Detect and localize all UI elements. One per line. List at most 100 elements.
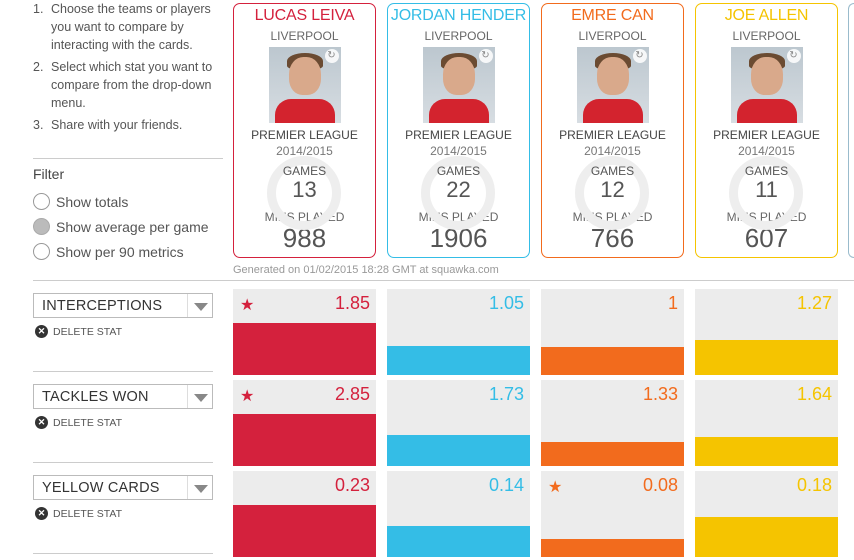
stat-cell: 0.18 [695,471,838,557]
games-label: GAMES [282,164,327,178]
league-name: PREMIER LEAGUE [251,128,358,142]
chevron-down-icon[interactable] [187,385,212,408]
player-card[interactable]: JOE ALLEN LIVERPOOL ↻ PREMIER LEAGUE 2014/20… [695,3,838,258]
swap-icon[interactable]: ↻ [478,49,493,63]
stat-cell: 1.85 ★ [233,289,376,375]
stat-cell: 2.85 ★ [233,380,376,466]
star-icon: ★ [548,479,563,496]
stat-value: 1.85 [334,293,370,313]
close-circle-icon: ✕ [35,325,48,338]
stat-cell: 1.73 [387,380,530,466]
league-name: PREMIER LEAGUE [559,128,666,142]
swap-icon[interactable]: ↻ [786,49,801,63]
filter-title: Filter [33,166,65,182]
games-block: GAMES 11 [696,156,837,230]
close-circle-icon: ✕ [35,416,48,429]
radio-button[interactable] [33,243,50,260]
games-value: 12 [600,177,625,202]
instruction-item: 2. Select which stat you want to compare … [33,58,228,112]
player-club: LIVERPOOL [270,29,339,43]
instruction-number: 2. [33,60,44,74]
games-ring [575,156,649,230]
delete-stat-button[interactable]: ✕ DELETE STAT [35,325,122,338]
star-icon: ★ [240,388,255,405]
stat-dropdown[interactable]: TACKLES WON [33,384,213,409]
games-label: GAMES [436,164,481,178]
games-block: GAMES 12 [542,156,683,230]
instructions: 1. Choose the teams or players you want t… [33,0,228,138]
delete-stat-label: DELETE STAT [53,325,123,338]
player-name[interactable]: JOE ALLEN [724,7,809,24]
instruction-number: 1. [33,2,44,16]
stat-dropdown[interactable]: INTERCEPTIONS [33,293,213,318]
games-value: 13 [292,177,317,202]
stat-bar [233,414,376,466]
stat-name: YELLOW CARDS [42,479,160,496]
player-card[interactable]: LUCAS LEIVA LIVERPOOL ↻ PREMIER LEAGUE 2014/… [233,3,376,258]
player-photo: ↻ [576,47,649,123]
stat-cell: 1 [541,289,684,375]
stat-value: 1.27 [796,293,832,313]
separator [33,553,213,554]
instruction-text: Select which stat you want to compare fr… [51,60,213,110]
swap-icon[interactable]: ↻ [324,49,339,63]
stat-cell: 0.14 [387,471,530,557]
stat-cell: 0.23 [233,471,376,557]
radio-button[interactable] [33,218,50,235]
generated-note: Generated on 01/02/2015 18:28 GMT at squ… [233,264,499,276]
filter-radio[interactable]: Show per 90 metrics [33,243,184,260]
stat-value: 1.05 [488,293,524,313]
games-label: GAMES [590,164,635,178]
separator [33,462,213,463]
stat-cell: 1.27 [695,289,838,375]
stat-value: 0.18 [796,475,832,495]
chevron-down-icon[interactable] [187,294,212,317]
radio-button[interactable] [33,193,50,210]
next-card-edge[interactable] [848,3,854,258]
player-photo: ↻ [730,47,803,123]
star-icon: ★ [240,297,255,314]
games-ring [421,156,495,230]
radio-label: Show per 90 metrics [56,243,184,260]
player-name[interactable]: JORDAN HENDER [390,7,527,24]
season: 2014/2015 [584,144,641,158]
filter-radio[interactable]: Show totals [33,193,128,210]
player-name[interactable]: EMRE CAN [571,7,654,24]
stat-value: 1.33 [642,384,678,404]
stat-value: 2.85 [334,384,370,404]
stat-name: TACKLES WON [42,388,149,405]
player-club: LIVERPOOL [578,29,647,43]
season: 2014/2015 [738,144,795,158]
stat-value: 1.64 [796,384,832,404]
stat-bar [695,340,838,375]
swap-icon[interactable]: ↻ [632,49,647,63]
instruction-number: 3. [33,118,44,132]
player-photo: ↻ [268,47,341,123]
stat-bar [387,346,530,375]
player-card[interactable]: EMRE CAN LIVERPOOL ↻ PREMIER LEAGUE 2014/201… [541,3,684,258]
games-block: GAMES 13 [234,156,375,230]
player-card[interactable]: JORDAN HENDER LIVERPOOL ↻ PREMIER LEAGUE 201… [387,3,530,258]
player-club: LIVERPOOL [424,29,493,43]
games-block: GAMES 22 [388,156,529,230]
stat-bar [695,517,838,557]
delete-stat-button[interactable]: ✕ DELETE STAT [35,507,122,520]
league-name: PREMIER LEAGUE [713,128,820,142]
delete-stat-button[interactable]: ✕ DELETE STAT [35,416,122,429]
stat-dropdown[interactable]: YELLOW CARDS [33,475,213,500]
stat-name: INTERCEPTIONS [42,297,163,314]
stat-bar [695,437,838,466]
stat-cell: 0.08 ★ [541,471,684,557]
games-value: 22 [446,177,471,202]
close-circle-icon: ✕ [35,507,48,520]
chevron-down-icon[interactable] [187,476,212,499]
separator [33,280,854,281]
filter-radio[interactable]: Show average per game [33,218,209,235]
instruction-text: Share with your friends. [51,118,183,132]
stat-value: 1.73 [488,384,524,404]
separator [33,371,213,372]
separator [33,158,223,159]
stat-cell: 1.33 [541,380,684,466]
player-name[interactable]: LUCAS LEIVA [254,7,355,24]
games-value: 11 [755,177,778,202]
